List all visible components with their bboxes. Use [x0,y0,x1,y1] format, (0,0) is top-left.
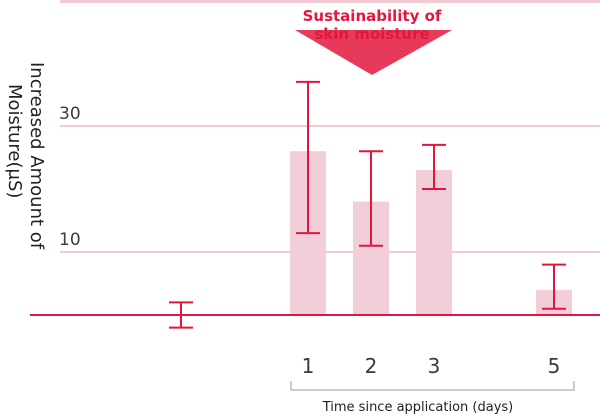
x-category-label: 5 [548,354,561,378]
x-category-label: 3 [428,354,441,378]
x-category-label: 2 [365,354,378,378]
error-bar [169,301,193,329]
callout-text-line-1: Sustainability of [303,7,442,25]
error-bar [296,80,320,235]
y-axis-title-line-1: Increased Amount of [26,62,47,250]
y-tick-label: 10 [59,230,81,250]
bar [416,170,452,315]
annotation-callout: Sustainability of skin moisture [295,7,452,75]
error-bar [542,263,566,310]
gridlines [60,0,600,253]
y-axis-title: Increased Amount of Moisture(μS) [4,62,47,250]
error-bar [422,143,446,190]
callout-arrow [295,30,452,75]
callout-text-line-2: skin moisture [314,25,429,43]
x-axis-title: Time since application (days) [322,400,514,415]
y-tick-label: 30 [59,104,81,124]
error-bars [169,80,566,329]
error-bar [359,150,383,247]
x-category-label: 1 [302,354,315,378]
x-axis-bracket [290,381,575,391]
bars [290,151,572,315]
y-tick-labels: 103050 [59,104,81,250]
x-category-labels: 1 2 3 5 [302,354,561,378]
y-axis-title-line-2: Moisture(μS) [4,84,25,198]
